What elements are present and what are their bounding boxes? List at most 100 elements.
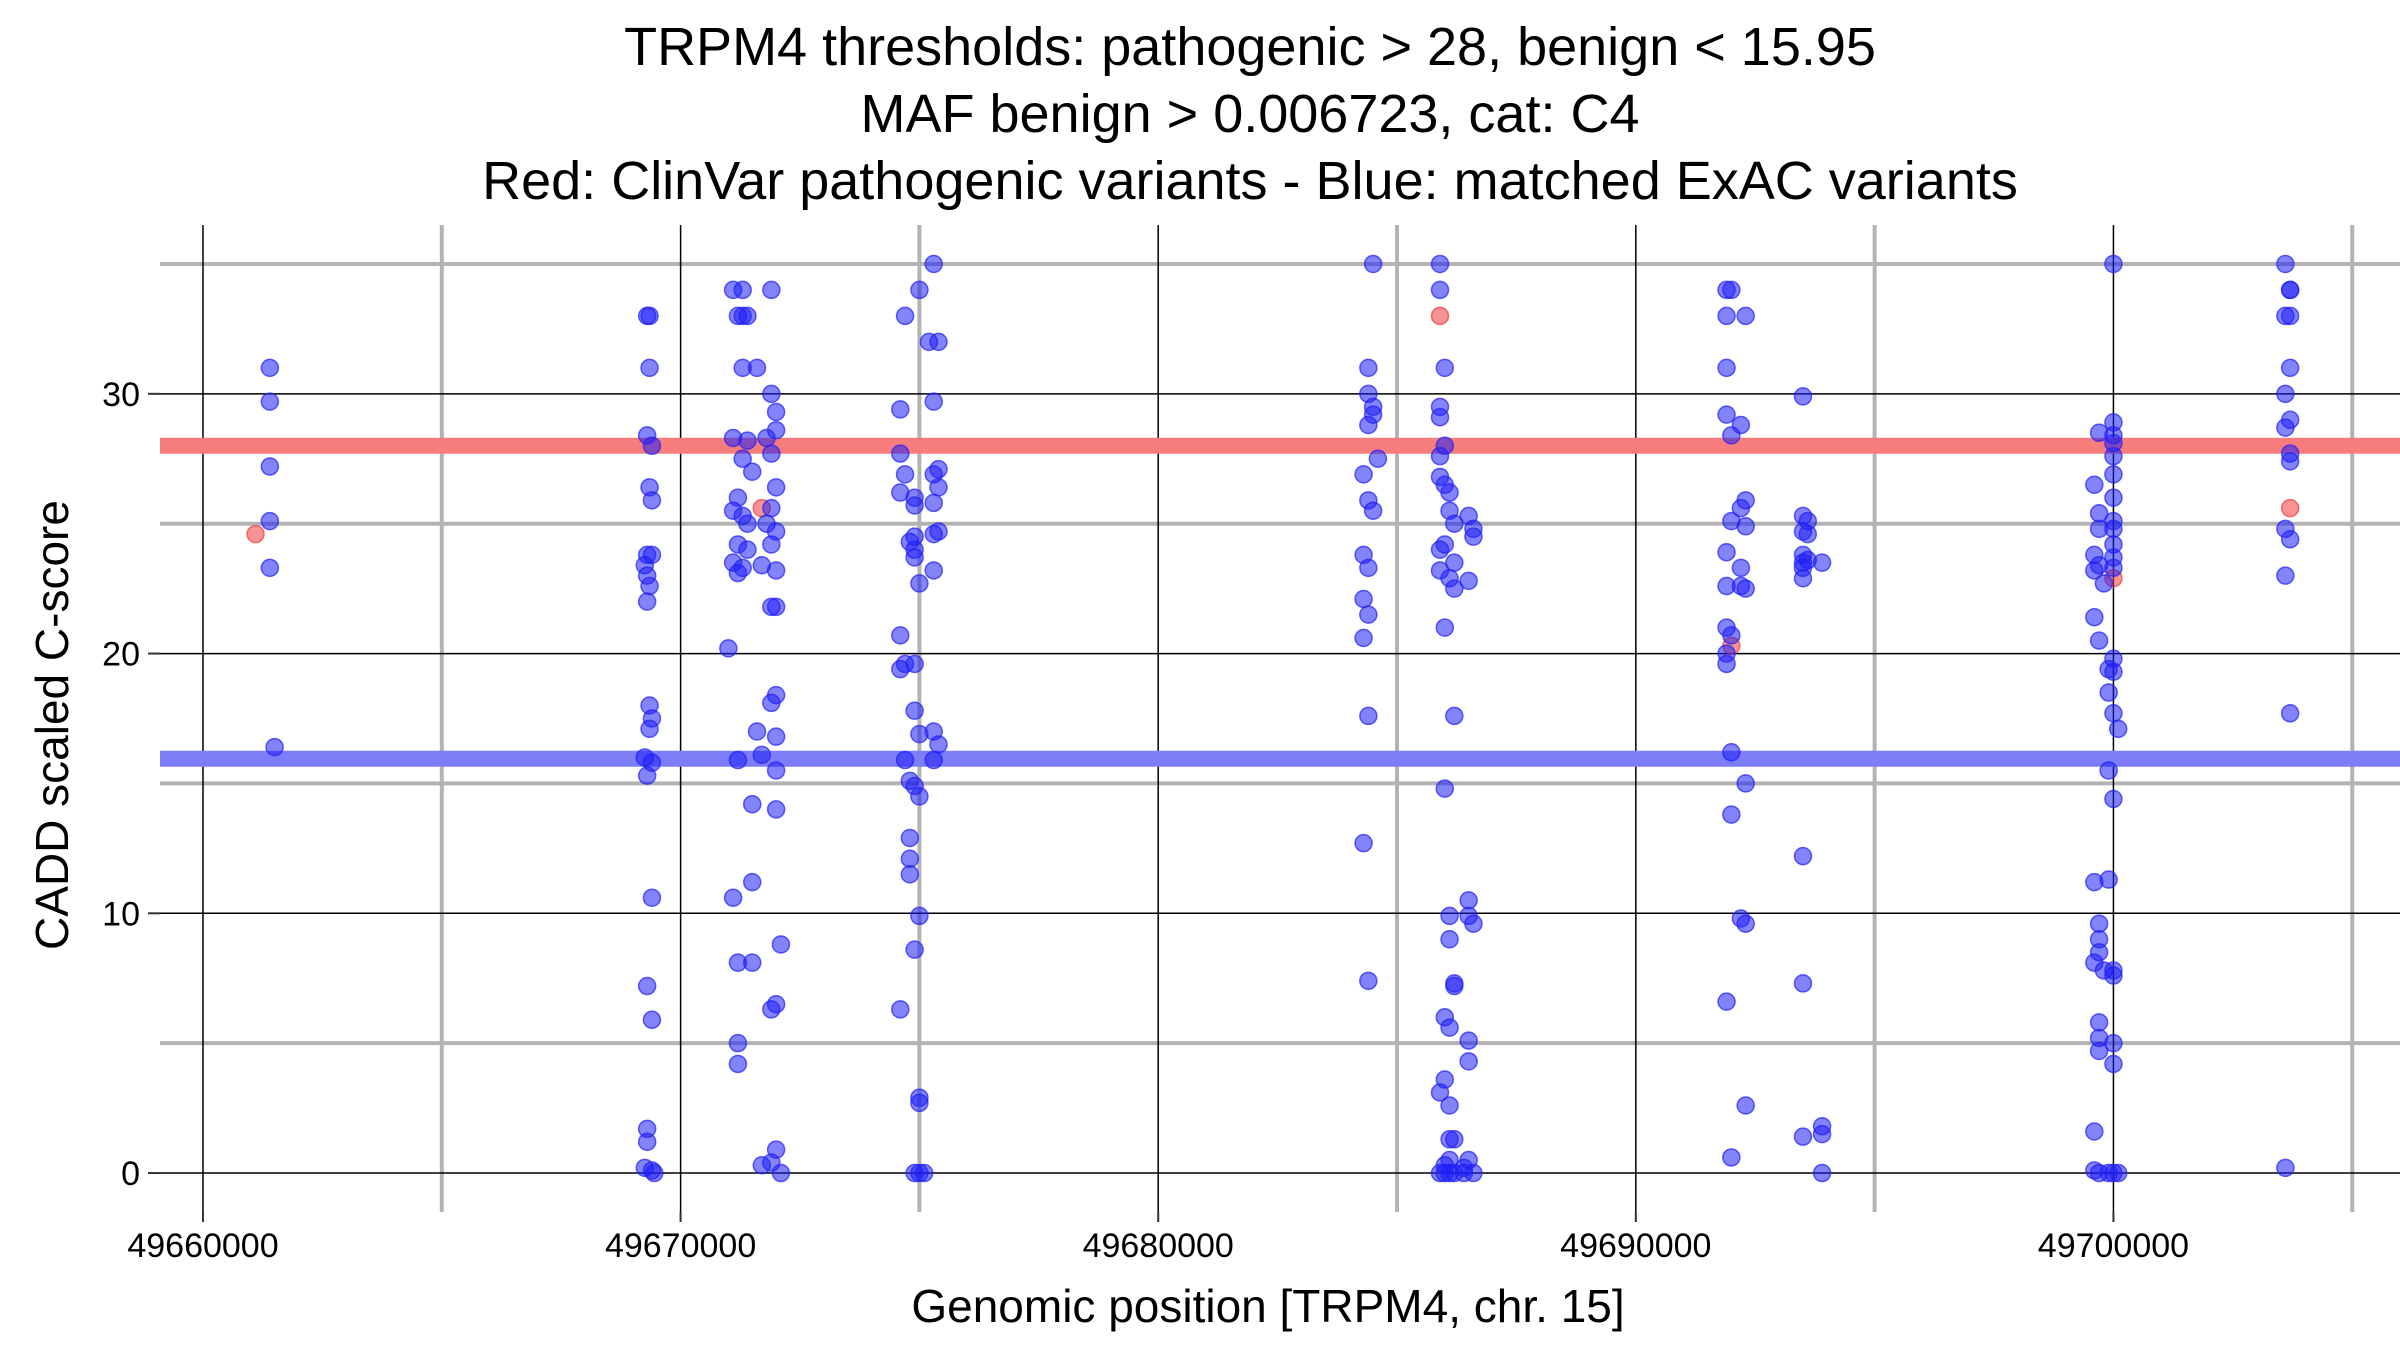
exac-point [1445, 514, 1464, 533]
exac-point [1445, 579, 1464, 598]
exac-point [895, 306, 915, 326]
exac-point [2276, 566, 2295, 585]
exac-point [1435, 358, 1455, 378]
exac-point [891, 400, 910, 419]
exac-point [738, 431, 757, 450]
exac-point [910, 787, 929, 806]
exac-point [1793, 387, 1813, 406]
exac-point [905, 548, 924, 567]
grid-lines [160, 225, 2400, 1212]
chart-title-line-3: Red: ClinVar pathogenic variants - Blue:… [482, 151, 2018, 211]
exac-point [1736, 1096, 1755, 1115]
exac-point [2108, 1163, 2128, 1183]
exac-point [1722, 280, 1741, 300]
chart-title-line-2: MAF benign > 0.006723, cat: C4 [861, 84, 1640, 144]
exac-point [742, 794, 762, 814]
exac-point [2104, 446, 2123, 466]
exac-point [2094, 574, 2114, 593]
exac-point [1717, 358, 1736, 378]
exac-point [762, 1000, 781, 1019]
exac-point [924, 750, 943, 770]
exac-point [766, 597, 786, 617]
exac-point [2104, 966, 2123, 985]
exac-point [900, 849, 920, 869]
exac-point [766, 478, 786, 497]
exac-point [1440, 930, 1459, 949]
exac-point [2104, 465, 2123, 484]
exac-point [905, 654, 924, 674]
exac-point [2104, 1033, 2123, 1053]
exac-point [2089, 1041, 2109, 1061]
y-tick-label: 10 [102, 895, 140, 933]
exac-point [766, 561, 786, 580]
exac-point [637, 1132, 657, 1152]
exac-point [1717, 543, 1736, 562]
exac-point [1793, 568, 1813, 588]
exac-point [2104, 488, 2123, 507]
exac-point [2108, 719, 2128, 739]
clinvar-point [246, 524, 265, 544]
exac-point [2104, 254, 2123, 274]
exac-point [1430, 1083, 1450, 1102]
exac-point [728, 1033, 748, 1053]
exac-point [1354, 465, 1373, 484]
exac-point [733, 449, 752, 469]
x-axis-title: Genomic position [TRPM4, chr. 15] [911, 1280, 1624, 1332]
exac-point [2104, 704, 2123, 723]
exac-point [762, 384, 781, 404]
exac-point [2099, 659, 2118, 679]
exac-point [924, 254, 943, 274]
exac-point [2280, 452, 2300, 471]
exac-point [914, 1163, 934, 1183]
exac-point [1812, 553, 1832, 572]
exac-point [1722, 626, 1741, 645]
exac-point [1435, 618, 1455, 637]
exac-point [766, 402, 786, 422]
exac-point [637, 976, 657, 996]
exac-point [642, 888, 662, 907]
exac-point [2280, 704, 2300, 723]
exac-point [2085, 475, 2104, 494]
y-tick-label: 0 [121, 1155, 140, 1193]
exac-point [738, 540, 757, 559]
exac-point [762, 280, 781, 300]
exac-point [728, 750, 748, 770]
y-tick-label: 20 [102, 636, 140, 674]
chart-title-line-1: TRPM4 thresholds: pathogenic > 28, benig… [624, 17, 1876, 77]
exac-point [895, 750, 915, 770]
exac-point [742, 872, 762, 892]
exac-point [2089, 631, 2109, 650]
exac-point [2089, 1013, 2109, 1032]
exac-point [738, 514, 757, 533]
x-tick-label: 49670000 [605, 1227, 756, 1265]
clinvar-point [2280, 498, 2300, 518]
exac-point [891, 1000, 910, 1019]
exac-point [2280, 358, 2300, 378]
exac-point [728, 563, 748, 583]
exac-point [1445, 976, 1464, 996]
exac-point [905, 496, 924, 515]
exac-point [1464, 914, 1483, 933]
exac-point [771, 935, 791, 954]
exac-point [1445, 1130, 1464, 1149]
exac-point [265, 737, 284, 757]
data-points [246, 254, 2300, 1183]
x-tick-label: 49660000 [127, 1227, 278, 1265]
y-tick-label: 30 [102, 376, 140, 414]
exac-point [895, 465, 915, 484]
exac-point [723, 888, 743, 907]
exac-point [766, 800, 786, 819]
exac-point [1354, 589, 1373, 609]
exac-point [1359, 706, 1378, 726]
exac-point [1354, 833, 1373, 853]
exac-point [260, 358, 280, 378]
exac-point [752, 745, 772, 765]
exac-point [1363, 254, 1383, 274]
exac-point [2276, 254, 2295, 274]
exac-point [1430, 407, 1450, 427]
exac-point [637, 592, 657, 611]
exac-point [1731, 558, 1751, 578]
exac-point [766, 727, 786, 746]
exac-point [762, 535, 781, 554]
exac-point [924, 493, 943, 513]
